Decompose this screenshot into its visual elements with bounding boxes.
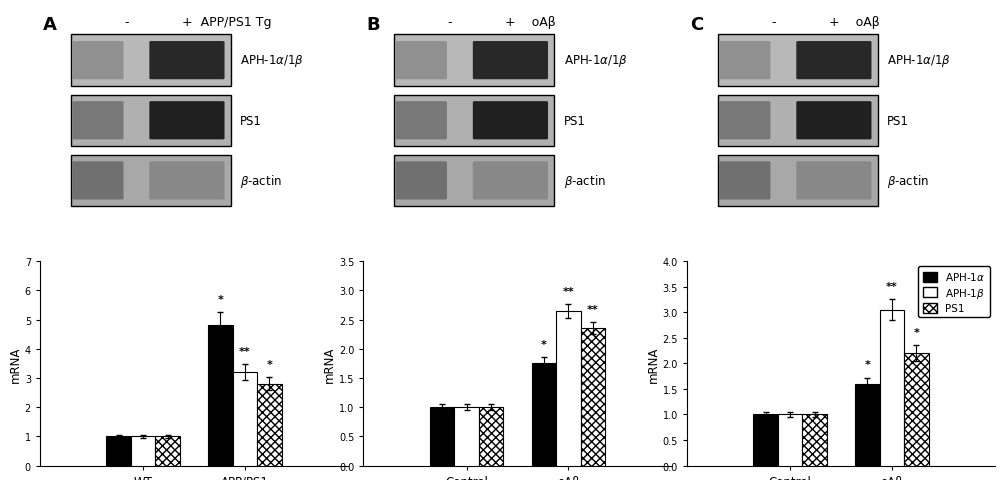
Text: A: A xyxy=(43,16,57,34)
Bar xyxy=(556,311,581,466)
FancyBboxPatch shape xyxy=(72,42,123,80)
FancyBboxPatch shape xyxy=(149,162,225,200)
Text: +    oAβ: + oAβ xyxy=(829,16,879,29)
Bar xyxy=(106,436,131,466)
Bar xyxy=(718,156,878,207)
FancyBboxPatch shape xyxy=(796,42,871,80)
Bar xyxy=(394,96,554,147)
FancyBboxPatch shape xyxy=(149,42,225,80)
Bar xyxy=(233,372,257,466)
Text: +    oAβ: + oAβ xyxy=(505,16,556,29)
FancyBboxPatch shape xyxy=(396,42,447,80)
Text: -: - xyxy=(447,16,452,29)
Text: *: * xyxy=(266,360,272,370)
Bar xyxy=(479,408,503,466)
Bar xyxy=(131,436,155,466)
Text: **: ** xyxy=(886,282,898,292)
Text: *: * xyxy=(541,339,547,349)
Text: $\beta$-actin: $\beta$-actin xyxy=(887,172,929,190)
FancyBboxPatch shape xyxy=(72,162,123,200)
Bar xyxy=(155,436,180,466)
Text: APH-1$\alpha$/1$\beta$: APH-1$\alpha$/1$\beta$ xyxy=(887,53,951,69)
Bar xyxy=(71,156,231,207)
FancyBboxPatch shape xyxy=(796,162,871,200)
Y-axis label: mRNA: mRNA xyxy=(9,346,22,382)
FancyBboxPatch shape xyxy=(149,102,225,140)
FancyBboxPatch shape xyxy=(396,162,447,200)
Bar xyxy=(71,36,231,87)
Bar xyxy=(257,384,282,466)
Text: **: ** xyxy=(587,305,599,314)
Bar xyxy=(430,408,454,466)
Text: -: - xyxy=(124,16,129,29)
Text: B: B xyxy=(367,16,380,34)
Text: -: - xyxy=(771,16,775,29)
Bar xyxy=(855,384,880,466)
Bar xyxy=(71,96,231,147)
FancyBboxPatch shape xyxy=(719,42,770,80)
Text: +  APP/PS1 Tg: + APP/PS1 Tg xyxy=(182,16,271,29)
FancyBboxPatch shape xyxy=(473,42,548,80)
Text: *: * xyxy=(913,327,919,337)
FancyBboxPatch shape xyxy=(473,102,548,140)
Text: *: * xyxy=(218,294,223,304)
FancyBboxPatch shape xyxy=(719,102,770,140)
Bar xyxy=(880,310,904,466)
Bar xyxy=(581,329,605,466)
FancyBboxPatch shape xyxy=(473,162,548,200)
Bar xyxy=(802,415,827,466)
Bar xyxy=(778,415,802,466)
Text: PS1: PS1 xyxy=(564,115,586,128)
Bar xyxy=(718,36,878,87)
Text: APH-1$\alpha$/1$\beta$: APH-1$\alpha$/1$\beta$ xyxy=(240,53,304,69)
Text: **: ** xyxy=(563,286,574,296)
FancyBboxPatch shape xyxy=(396,102,447,140)
Y-axis label: mRNA: mRNA xyxy=(323,346,336,382)
Bar xyxy=(394,156,554,207)
Text: APH-1$\alpha$/1$\beta$: APH-1$\alpha$/1$\beta$ xyxy=(564,53,628,69)
Text: C: C xyxy=(690,16,703,34)
FancyBboxPatch shape xyxy=(719,162,770,200)
Bar xyxy=(394,36,554,87)
Bar xyxy=(208,325,233,466)
Text: $\beta$-actin: $\beta$-actin xyxy=(564,172,605,190)
FancyBboxPatch shape xyxy=(72,102,123,140)
Text: *: * xyxy=(864,360,870,370)
Text: **: ** xyxy=(239,346,251,356)
Bar xyxy=(718,96,878,147)
Bar xyxy=(753,415,778,466)
Y-axis label: mRNA: mRNA xyxy=(647,346,660,382)
Bar xyxy=(532,363,556,466)
Bar xyxy=(454,408,479,466)
Text: PS1: PS1 xyxy=(887,115,909,128)
Text: PS1: PS1 xyxy=(240,115,262,128)
Text: $\beta$-actin: $\beta$-actin xyxy=(240,172,282,190)
FancyBboxPatch shape xyxy=(796,102,871,140)
Legend: APH-1$\alpha$, APH-1$\beta$, PS1: APH-1$\alpha$, APH-1$\beta$, PS1 xyxy=(918,267,990,318)
Bar xyxy=(904,353,929,466)
